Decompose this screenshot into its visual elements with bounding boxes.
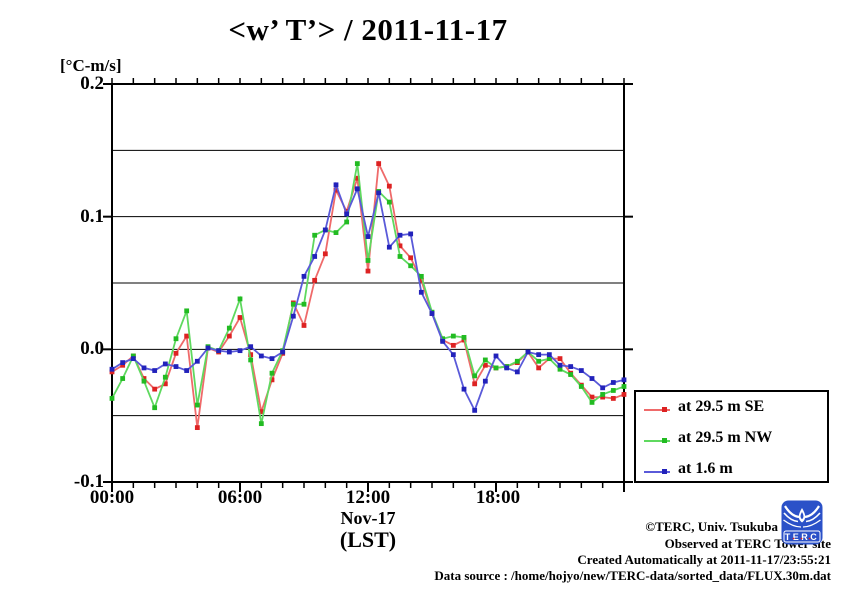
legend-line-green-icon	[644, 438, 670, 443]
legend-marker-green-icon	[662, 438, 667, 443]
chart-title: <w’ T’> / 2011-11-17	[228, 12, 508, 47]
y-tick-label-0.1: 0.1	[80, 206, 104, 227]
x-tick-label-0000: 00:00	[89, 487, 135, 508]
footer-copyright: ©TERC, Univ. Tsukuba	[645, 519, 778, 534]
legend-marker-red-icon	[662, 407, 667, 412]
legend-entry-1.6m: at 1.6 m	[636, 459, 827, 485]
legend-label: at 1.6 m	[678, 460, 733, 477]
x-axis-lst-label: (LST)	[339, 527, 397, 552]
y-tick-label-0.0: 0.0	[80, 338, 104, 359]
y-tick-label--0.1: -0.1	[73, 471, 104, 492]
legend-entry-29.5m-nw: at 29.5 m NW	[636, 428, 827, 454]
x-axis-date-label: Nov-17	[340, 508, 396, 528]
legend-label: at 29.5 m NW	[678, 429, 773, 446]
x-tick-label-1200: 12:00	[345, 487, 391, 508]
legend-line-red-icon	[644, 407, 670, 412]
legend-box: at 29.5 m SE at 29.5 m NW at 1.6 m	[634, 390, 829, 483]
footer-created-at: Created Automatically at 2011-11-17/23:5…	[577, 552, 831, 567]
legend-label: at 29.5 m SE	[678, 398, 765, 415]
legend-entry-29.5m-se: at 29.5 m SE	[636, 397, 827, 423]
x-tick-label-1800: 18:00	[475, 487, 521, 508]
terc-logo: TERC	[781, 500, 823, 545]
footer-data-source: Data source : /home/hojyo/new/TERC-data/…	[434, 568, 831, 583]
y-axis-unit-label: [°C-m/s]	[60, 56, 122, 75]
legend-line-blue-icon	[644, 469, 670, 474]
legend-marker-blue-icon	[662, 469, 667, 474]
x-tick-label-0600: 06:00	[217, 487, 263, 508]
y-tick-label-0.2: 0.2	[80, 73, 104, 94]
svg-text:TERC: TERC	[785, 532, 820, 542]
